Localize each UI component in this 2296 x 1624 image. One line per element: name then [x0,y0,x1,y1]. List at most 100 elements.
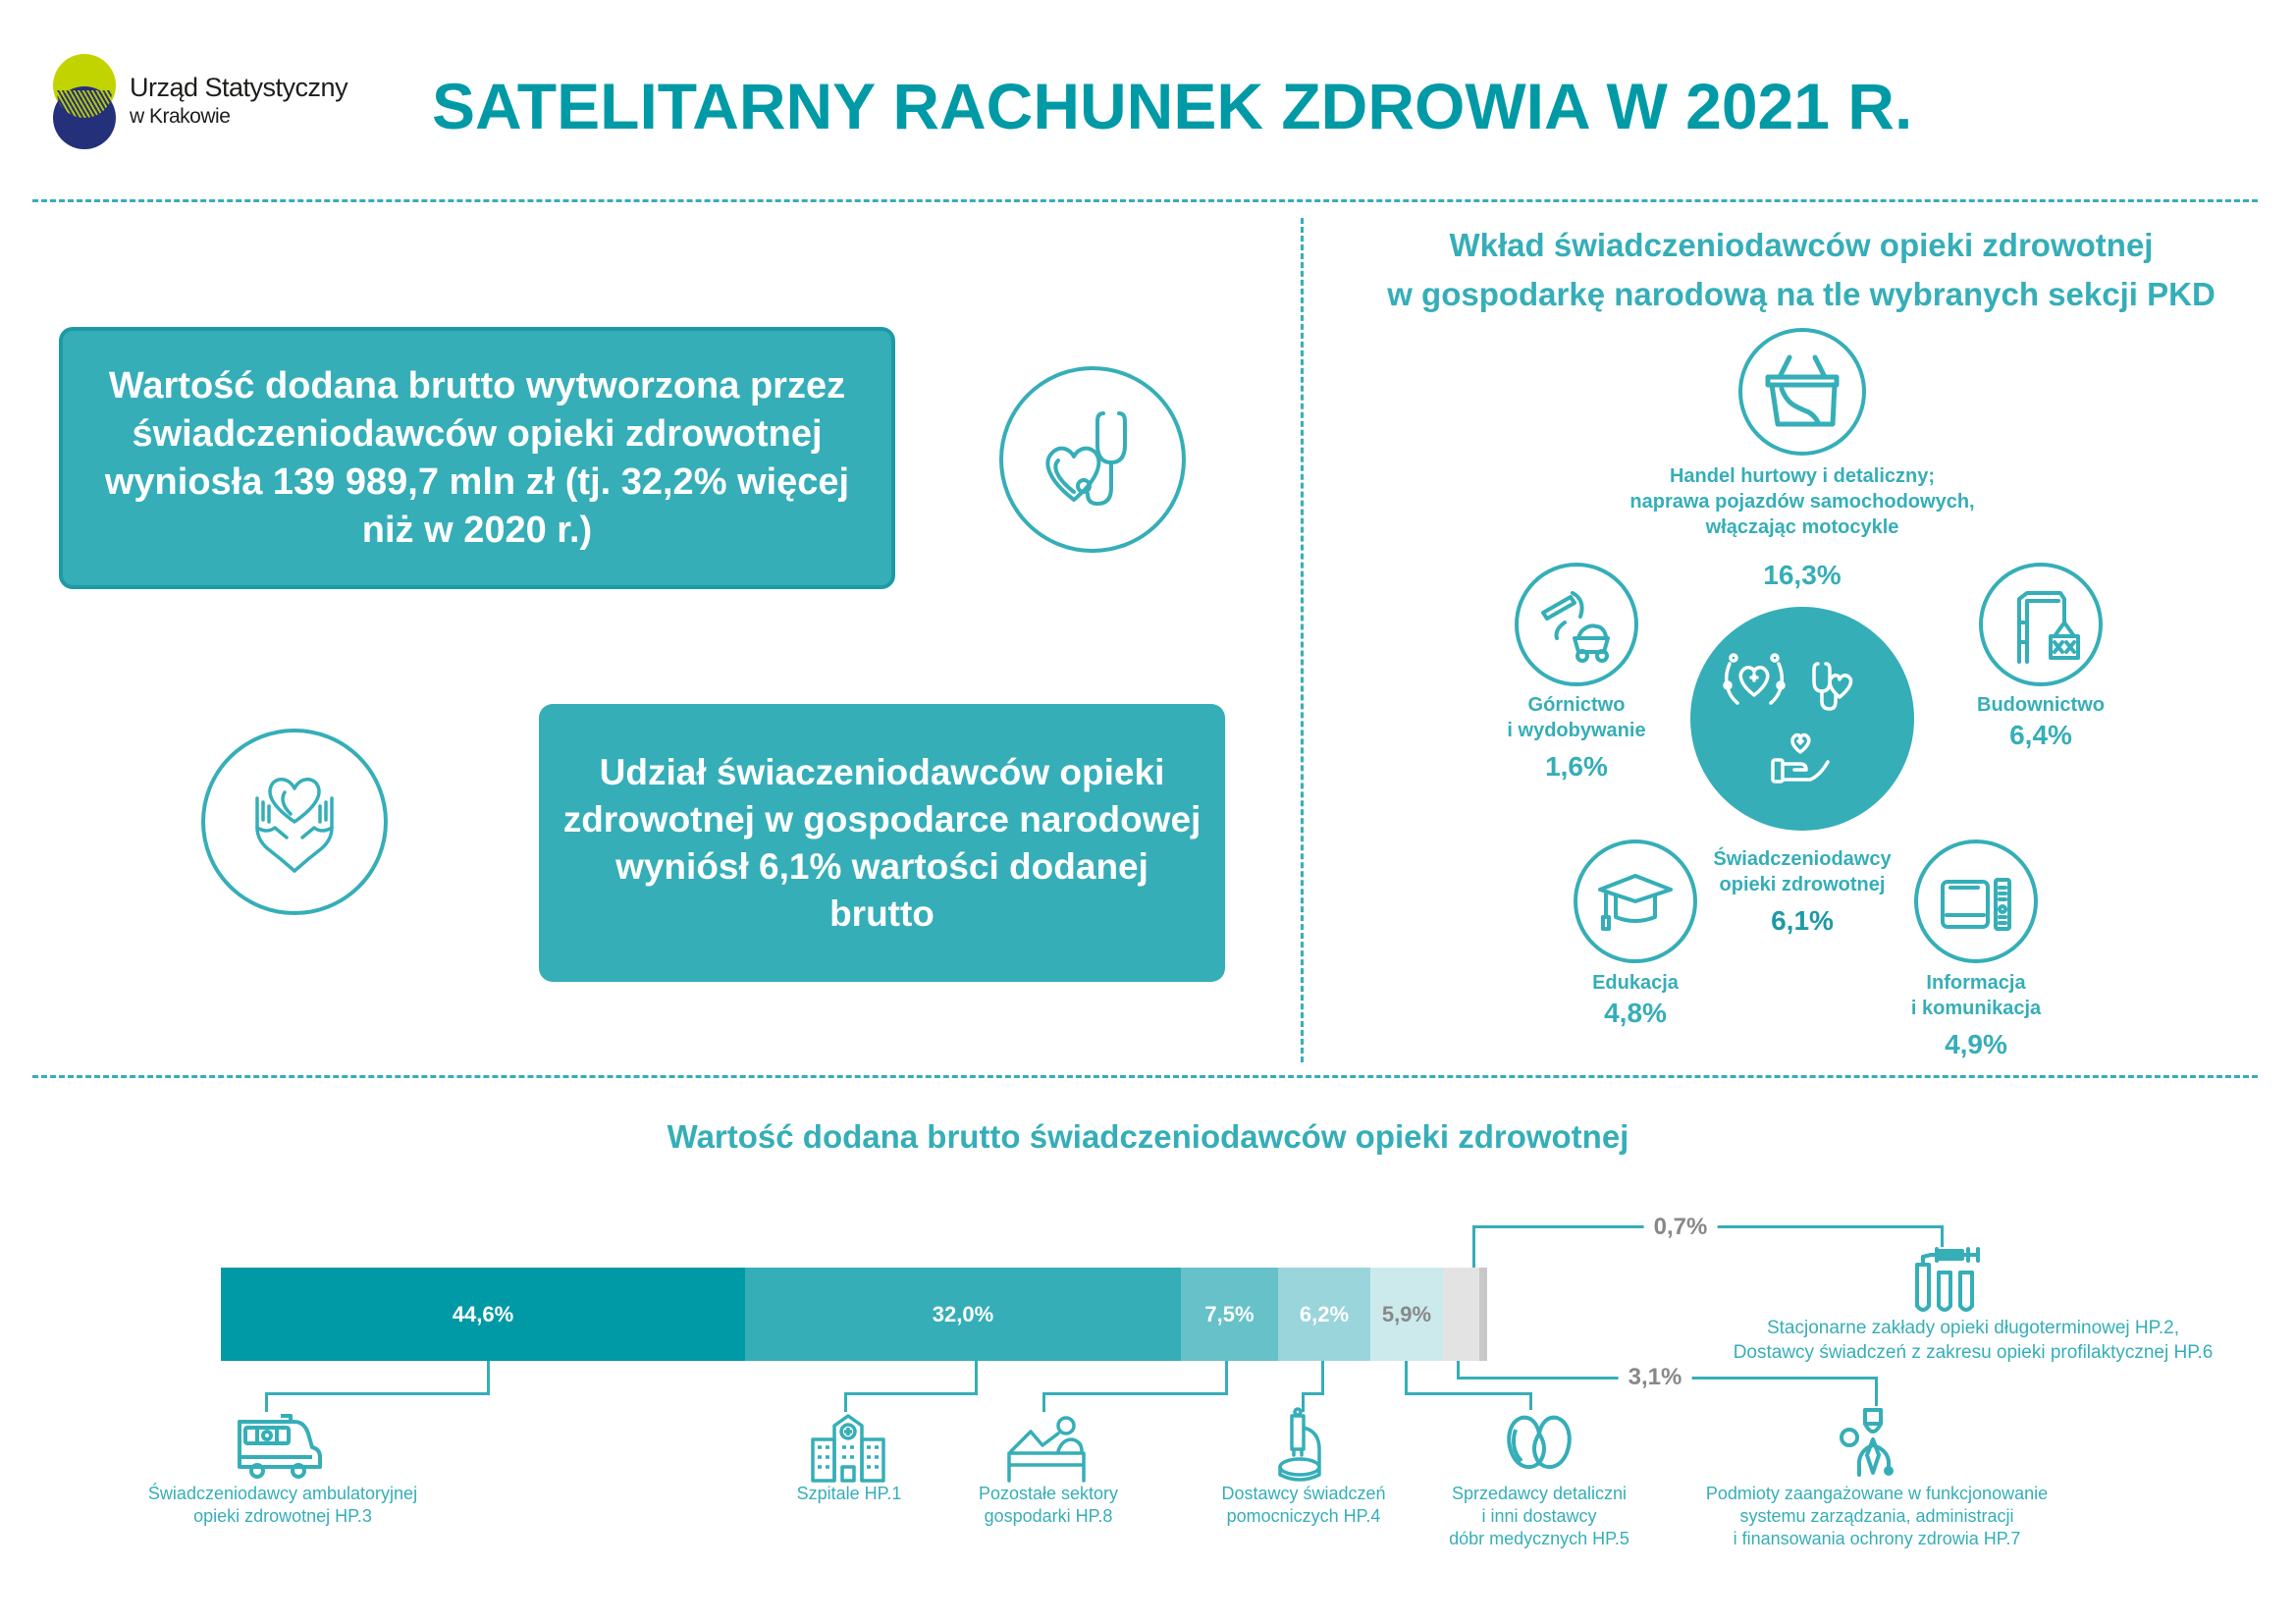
construction-label: Budownictwo 6,4% [1977,692,2105,753]
education-circle [1574,839,1697,963]
leader-hp4-h [1302,1392,1324,1395]
gva-value-text: Wartość dodana brutto wytworzona przez ś… [104,364,850,551]
trade-label: Handel hurtowy i detaliczny; naprawa poj… [1629,463,1974,593]
leader-hp1-drop [844,1392,847,1412]
label-hp8: Pozostałe sektory gospodarki HP.8 [979,1483,1118,1528]
bar-segment-hp2-hp6 [1479,1268,1487,1361]
stethoscope-heart-icon [1045,411,1127,506]
microscope-icon [1278,1407,1321,1482]
pkd-section-title: Wkład świadczeniodawców opieki zdrowotne… [1315,221,2287,319]
trade-value: 16,3% [1763,560,1842,590]
label-hp3: Świadczeniodawcy ambulatoryjnej opieki z… [148,1483,417,1528]
label-hp5-line2: i inni dostawcy [1481,1506,1597,1526]
crane-icon [2017,591,2080,664]
leader-hp8-v [1225,1361,1228,1394]
education-value: 4,8% [1604,998,1667,1028]
information-circle [1914,839,2038,963]
logo-line1: Urząd Statystyczny [130,73,348,102]
label-hp1: Szpitale HP.1 [797,1483,902,1505]
leader-hp7-v [1457,1361,1460,1379]
leader-hp7-drop [1875,1377,1878,1406]
shopping-basket-icon [1765,354,1840,427]
leader-hp3-v [487,1361,490,1394]
trade-name-2: naprawa pojazdów samochodowych, [1629,491,1975,513]
label-hp6-line2: Dostawcy świadczeń z zakresu opieki prof… [1733,1342,2214,1363]
healthcare-name-2: opieki zdrowotnej [1719,874,1886,895]
label-hp7: Podmioty zaangażowane w funkcjonowanie s… [1706,1483,2048,1550]
leader-hp4-v [1321,1361,1324,1394]
hp7-percent: 3,1% [1618,1364,1692,1391]
label-hp8-line2: gospodarki HP.8 [984,1506,1113,1526]
healthcare-circle [1690,607,1914,831]
gva-share-box: Udział świaczeniodawców opieki zdrowotne… [539,704,1225,982]
tv-remote-icon [1941,878,2011,931]
information-name-1: Informacja [1926,972,2026,994]
hp2-hp6-percent: 0,7% [1643,1214,1718,1241]
label-hp4: Dostawcy świadczeń pomocniczych HP.4 [1221,1483,1385,1528]
information-label: Informacja i komunikacja 4,9% [1911,970,2041,1062]
leader-hp5-h [1405,1392,1532,1395]
patient-bed-icon [1007,1416,1086,1483]
leader-hp4-drop [1302,1392,1305,1412]
leader-hp2-drop [1941,1225,1944,1247]
leader-hp3-drop [265,1392,268,1412]
page-title: SATELITARNY RACHUNEK ZDROWIA W 2021 R. [432,70,1913,142]
mining-name-2: i wydobywanie [1507,720,1646,741]
leader-hp5-drop [1529,1392,1532,1410]
leader-hp8-h [1042,1392,1228,1395]
gva-value-box: Wartość dodana brutto wytworzona przez ś… [59,327,895,589]
hospital-icon [811,1414,885,1483]
healthcare-name-1: Świadczeniodawcy [1713,848,1892,870]
trade-name-1: Handel hurtowy i detaliczny; [1669,465,1936,487]
label-hp4-line1: Dostawcy świadczeń [1221,1484,1386,1503]
bar-segment-hp4: 6,2% [1278,1268,1370,1361]
pkd-title-line1: Wkład świadczeniodawców opieki zdrowotne… [1449,227,2154,263]
label-hp7-line3: i finansowania ochrony zdrowia HP.7 [1733,1529,2021,1548]
healthcare-icon [1723,653,1853,784]
leader-hp2-v [1472,1225,1475,1268]
label-hp5: Sprzedawcy detaliczni i inni dostawcy dó… [1449,1483,1629,1550]
stacked-bar: 44,6% 32,0% 7,5% 6,2% 5,9% [221,1268,1487,1361]
divider-bottom [32,1075,2258,1078]
label-hp7-line2: systemu zarządzania, administracji [1739,1506,2014,1526]
label-hp3-line2: opieki zdrowotnej HP.3 [193,1506,372,1526]
label-hp8-line1: Pozostałe sektory [978,1484,1119,1503]
pkd-title-line2: w gospodarkę narodową na tle wybranych s… [1387,276,2216,312]
information-name-2: i komunikacja [1910,998,2042,1019]
information-value: 4,9% [1945,1029,2007,1059]
gva-share-text: Udział świaczeniodawców opieki zdrowotne… [562,751,1201,934]
ambulance-icon [238,1414,322,1479]
hands-heart-icon [255,778,334,873]
chart-title: Wartość dodana brutto świadczeniodawców … [667,1118,1629,1155]
label-hp2-hp6: Stacjonarne zakłady opieki długoterminow… [1734,1316,2214,1365]
label-hp5-line1: Sprzedawcy detaliczni [1451,1484,1628,1503]
graduation-cap-icon [1598,874,1673,931]
mining-value: 1,6% [1545,751,1608,782]
mining-circle [1515,563,1638,686]
mining-label: Górnictwo i wydobywanie 1,6% [1507,692,1645,785]
administrator-icon [1840,1408,1894,1477]
divider-top [32,199,2258,202]
healthcare-label: Świadczeniodawcy opieki zdrowotnej 6,1% [1713,846,1891,939]
stethoscope-heart-circle [999,366,1186,553]
logo-line2: w Krakowie [130,105,231,128]
logo-text: Urząd Statystyczny w Krakowie [130,73,348,132]
trade-circle [1738,328,1866,456]
label-hp4-line2: pomocniczych HP.4 [1226,1506,1381,1526]
label-hp7-line1: Podmioty zaangażowane w funkcjonowanie [1705,1484,2049,1503]
healthcare-value: 6,1% [1771,905,1834,936]
bar-segment-hp8: 7,5% [1181,1268,1278,1361]
trade-name-3: włączając motocykle [1705,516,1899,538]
label-hp5-line3: dóbr medycznych HP.5 [1449,1529,1629,1548]
construction-value: 6,4% [2009,720,2072,750]
bar-segment-hp7 [1443,1268,1479,1361]
bar-segment-hp5: 5,9% [1370,1268,1443,1361]
leader-hp1-v [975,1361,978,1394]
label-hp3-line1: Świadczeniodawcy ambulatoryjnej [147,1484,418,1503]
label-hp2-line1: Stacjonarne zakłady opieki długoterminow… [1766,1318,2179,1338]
mining-cart-icon [1541,591,1610,663]
divider-vertical [1301,218,1304,1062]
construction-name: Budownictwo [1977,694,2105,716]
bar-segment-hp3: 44,6% [221,1268,745,1361]
label-hp1-line1: Szpitale HP.1 [796,1484,902,1503]
